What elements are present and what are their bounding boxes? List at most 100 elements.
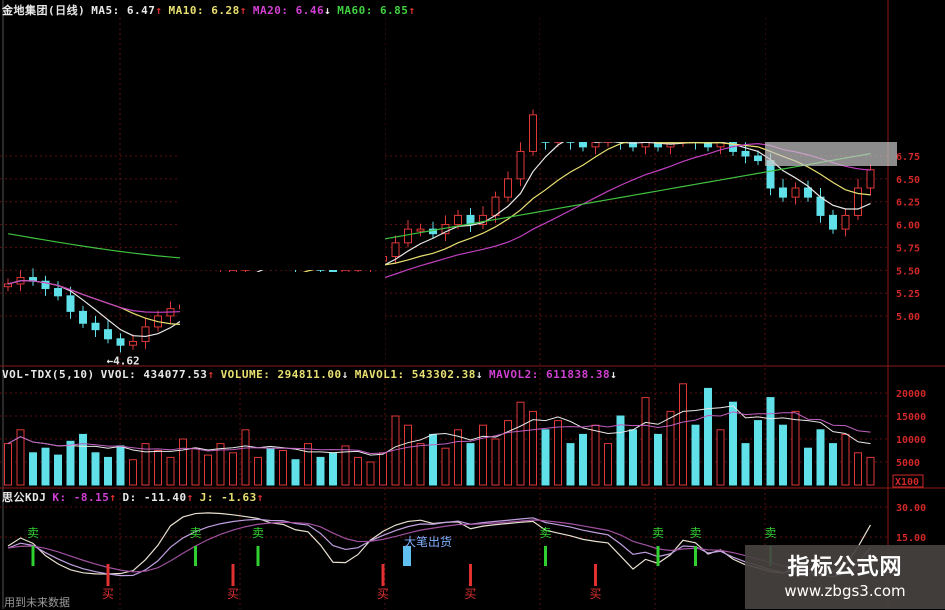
volume-bar	[216, 443, 225, 486]
candle-up	[516, 150, 525, 180]
price-header: 金地集团(日线) MA5: 6.47↑ MA10: 6.28↑ MA20: 6.46↓…	[2, 2, 422, 18]
price-tick-label: 6.25	[896, 198, 920, 209]
heavy-selling-label: 大笔出货	[404, 534, 452, 549]
d-line	[7, 519, 871, 574]
volume-tick-label: 15000	[896, 412, 926, 423]
volume-bar	[479, 424, 487, 486]
volume-bar	[66, 440, 75, 486]
masked-region	[180, 272, 385, 365]
volume-bar	[179, 438, 187, 486]
volume-bar	[354, 456, 362, 486]
candle-up	[129, 341, 137, 346]
candle-down	[629, 141, 637, 148]
ma5-line	[7, 136, 871, 338]
sell-signal-label: 卖	[190, 526, 202, 540]
volume-bar	[516, 401, 525, 486]
stock-title: 金地集团(日线)	[2, 4, 86, 17]
low-price-marker: ←4.62	[107, 355, 140, 368]
candle-down	[804, 187, 812, 198]
volume-bar	[91, 452, 100, 486]
kdj-tick-label: 30.00	[896, 503, 926, 514]
price-tick-label: 6.50	[896, 175, 920, 186]
ma60-readout: MA60: 6.85↑	[337, 4, 416, 17]
volume-bar	[866, 456, 875, 486]
volume-bar	[566, 443, 575, 486]
volume-bar	[529, 410, 537, 486]
volume-bar	[729, 401, 737, 486]
volume-bar	[204, 454, 212, 486]
candle-down	[741, 150, 750, 157]
volume-bar	[616, 415, 625, 486]
volume-bar	[654, 433, 662, 486]
candle-up	[141, 326, 150, 343]
sell-signal-label: 卖	[252, 526, 264, 540]
candle-down	[779, 187, 787, 198]
volume-bar	[416, 443, 425, 486]
candle-up	[866, 169, 875, 189]
volume-bar	[629, 429, 637, 486]
volume-tick-label: 5000	[896, 458, 920, 469]
price-tick-label: 6.75	[896, 152, 920, 163]
candle-down	[116, 338, 125, 346]
sell-signal-label: 卖	[540, 526, 552, 540]
volume-bar	[329, 452, 337, 486]
sell-signal-label: 卖	[690, 526, 702, 540]
candle-up	[454, 214, 462, 226]
volume-bar	[254, 456, 262, 486]
candle-down	[816, 196, 825, 216]
volume-bar	[79, 433, 87, 486]
mavol1-line	[7, 405, 871, 456]
candle-down	[54, 288, 62, 297]
volume-bar	[579, 433, 587, 486]
volume-bar	[491, 438, 500, 486]
kdj-header: 思公KDJ K: -8.15↑ D: -11.40↑ J: -1.63↑	[2, 489, 270, 505]
volume-readout: VOLUME: 294811.00↓	[220, 368, 349, 381]
ma5-readout: MA5: 6.47↑	[91, 4, 163, 17]
volume-bar	[766, 397, 775, 486]
masked-region	[540, 18, 765, 142]
candle-up	[529, 114, 537, 152]
volume-bar	[454, 429, 462, 486]
highlight-box	[765, 142, 897, 166]
volume-bar	[716, 429, 725, 486]
vol-indicator-name: VOL-TDX(5,10)	[2, 368, 95, 381]
price-tick-label: 5.00	[896, 312, 920, 323]
volume-bars	[4, 383, 875, 486]
volume-bar	[279, 450, 287, 486]
candle-down	[579, 141, 587, 148]
ma20-readout: MA20: 6.46↓	[252, 4, 332, 17]
volume-bar	[429, 433, 437, 486]
mavol2-readout: MAVOL2: 611838.38↓	[489, 368, 618, 381]
volume-bar	[41, 447, 50, 486]
volume-bar	[166, 456, 175, 486]
j-readout: J: -1.63↑	[199, 491, 264, 504]
candle-down	[754, 155, 762, 162]
volume-bar	[379, 452, 387, 486]
candle-down	[104, 329, 112, 340]
volume-bar	[641, 397, 650, 486]
kdj-tick-label: 15.00	[896, 533, 926, 544]
candle-up	[791, 187, 800, 198]
volume-header: VOL-TDX(5,10) VVOL: 434077.53↑ VOLUME: 294…	[2, 368, 623, 381]
volume-bar	[191, 447, 200, 486]
volume-bar	[316, 456, 325, 486]
volume-bar	[754, 420, 762, 486]
candle-up	[4, 283, 12, 288]
mavol2-line	[7, 411, 871, 454]
kdj-indicator-name: 思公KDJ	[2, 491, 47, 504]
volume-bar	[604, 443, 612, 486]
candle-up	[416, 228, 425, 232]
volume-bar	[116, 445, 125, 486]
candle-down	[91, 322, 100, 331]
volume-bar	[154, 450, 162, 486]
future-data-note: 用到未来数据	[4, 596, 70, 609]
watermark-url: www.zbgs3.com	[784, 582, 906, 600]
volume-bar	[304, 443, 312, 486]
ma10-line	[7, 138, 871, 326]
buy-signal-label: 买	[465, 587, 477, 601]
sell-signal-label: 卖	[652, 526, 664, 540]
buy-signal-label: 买	[590, 587, 602, 601]
volume-bar	[266, 447, 275, 486]
volume-bar	[54, 454, 62, 486]
